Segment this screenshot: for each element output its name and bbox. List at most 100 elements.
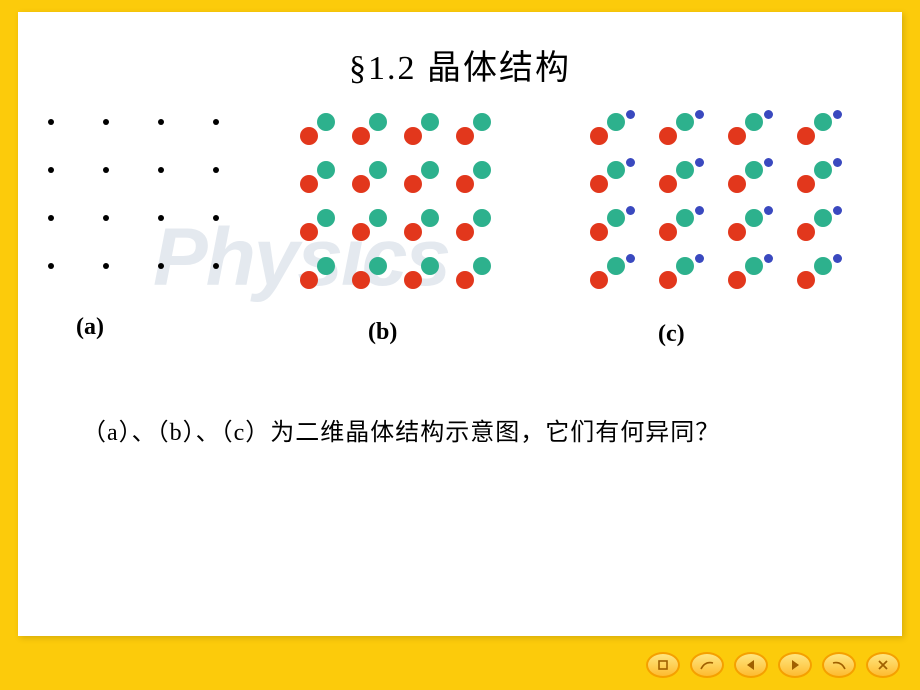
lattice-atom xyxy=(676,209,694,227)
lattice-atom xyxy=(833,254,842,263)
nav-next-button[interactable] xyxy=(778,652,812,678)
lattice-atom xyxy=(404,271,422,289)
slide-navbar xyxy=(646,652,900,678)
lattice-atom xyxy=(626,110,635,119)
lattice-atom xyxy=(300,271,318,289)
lattice-atom xyxy=(607,113,625,131)
lattice-atom xyxy=(797,127,815,145)
lattice-atom xyxy=(317,209,335,227)
lattice-atom xyxy=(833,206,842,215)
lattice-atom xyxy=(421,113,439,131)
lattice-atom xyxy=(48,119,54,125)
lattice-atom xyxy=(369,161,387,179)
lattice-atom xyxy=(676,161,694,179)
lattice-atom xyxy=(590,271,608,289)
lattice-atom xyxy=(590,223,608,241)
lattice-atom xyxy=(158,119,164,125)
lattice-atom xyxy=(676,257,694,275)
lattice-atom xyxy=(764,254,773,263)
lattice-atom xyxy=(300,127,318,145)
lattice-atom xyxy=(352,175,370,193)
lattice-atom xyxy=(317,113,335,131)
lattice-atom xyxy=(728,271,746,289)
lattice-atom xyxy=(352,223,370,241)
lattice-atom xyxy=(48,167,54,173)
lattice-atom xyxy=(473,161,491,179)
lattice-atom xyxy=(158,167,164,173)
lattice-atom xyxy=(745,161,763,179)
nav-last-button[interactable] xyxy=(822,652,856,678)
lattice-atom xyxy=(814,209,832,227)
lattice-atom xyxy=(456,223,474,241)
lattice-atom xyxy=(421,209,439,227)
lattice-atom xyxy=(797,175,815,193)
slide: §1.2 晶体结构 Physics (a) (b) (c) （a）、（b）、（c… xyxy=(18,12,902,636)
lattice-atom xyxy=(103,263,109,269)
lattice-atom xyxy=(369,113,387,131)
lattice-atom xyxy=(404,175,422,193)
label-a: (a) xyxy=(76,314,104,341)
lattice-atom xyxy=(797,223,815,241)
lattice-atom xyxy=(317,161,335,179)
lattice-atom xyxy=(659,127,677,145)
nav-first-button[interactable] xyxy=(690,652,724,678)
lattice-atom xyxy=(590,175,608,193)
lattice-atom xyxy=(626,206,635,215)
lattice-atom xyxy=(404,223,422,241)
lattice-atom xyxy=(676,113,694,131)
lattice-atom xyxy=(626,158,635,167)
lattice-atom xyxy=(764,110,773,119)
lattice-atom xyxy=(814,257,832,275)
lattice-atom xyxy=(352,127,370,145)
lattice-atom xyxy=(213,215,219,221)
lattice-atom xyxy=(352,271,370,289)
lattice-atom xyxy=(473,209,491,227)
question-text: （a）、（b）、（c）为二维晶体结构示意图，它们有何异同？ xyxy=(82,412,720,447)
lattice-atom xyxy=(421,161,439,179)
lattice-atom xyxy=(728,175,746,193)
lattice-atom xyxy=(103,215,109,221)
lattice-atom xyxy=(607,209,625,227)
lattice-atom xyxy=(456,175,474,193)
lattice-atom xyxy=(814,113,832,131)
lattice-atom xyxy=(695,206,704,215)
lattice-atom xyxy=(456,271,474,289)
nav-home-button[interactable] xyxy=(646,652,680,678)
lattice-atom xyxy=(158,215,164,221)
slide-title: §1.2 晶体结构 xyxy=(18,40,902,89)
lattice-atom xyxy=(695,158,704,167)
label-c: (c) xyxy=(658,321,685,348)
lattice-atom xyxy=(456,127,474,145)
lattice-atom xyxy=(745,113,763,131)
lattice-atom xyxy=(764,206,773,215)
lattice-atom xyxy=(607,257,625,275)
lattice-atom xyxy=(728,127,746,145)
lattice-atom xyxy=(745,209,763,227)
lattice-atom xyxy=(797,271,815,289)
lattice-atom xyxy=(421,257,439,275)
lattice-atom xyxy=(659,175,677,193)
lattice-atom xyxy=(213,263,219,269)
lattice-atom xyxy=(317,257,335,275)
lattice-atom xyxy=(158,263,164,269)
lattice-atom xyxy=(103,119,109,125)
lattice-atom xyxy=(473,113,491,131)
nav-prev-button[interactable] xyxy=(734,652,768,678)
lattice-atom xyxy=(764,158,773,167)
lattice-atom xyxy=(833,158,842,167)
lattice-atom xyxy=(213,167,219,173)
lattice-atom xyxy=(369,209,387,227)
lattice-atom xyxy=(659,223,677,241)
nav-close-button[interactable] xyxy=(866,652,900,678)
lattice-atom xyxy=(745,257,763,275)
lattice-atom xyxy=(369,257,387,275)
label-b: (b) xyxy=(368,319,397,346)
lattice-atom xyxy=(695,254,704,263)
lattice-atom xyxy=(48,263,54,269)
diagrams-area: Physics (a) (b) (c) xyxy=(18,119,902,379)
lattice-atom xyxy=(659,271,677,289)
lattice-atom xyxy=(300,175,318,193)
lattice-atom xyxy=(404,127,422,145)
lattice-atom xyxy=(48,215,54,221)
lattice-atom xyxy=(695,110,704,119)
